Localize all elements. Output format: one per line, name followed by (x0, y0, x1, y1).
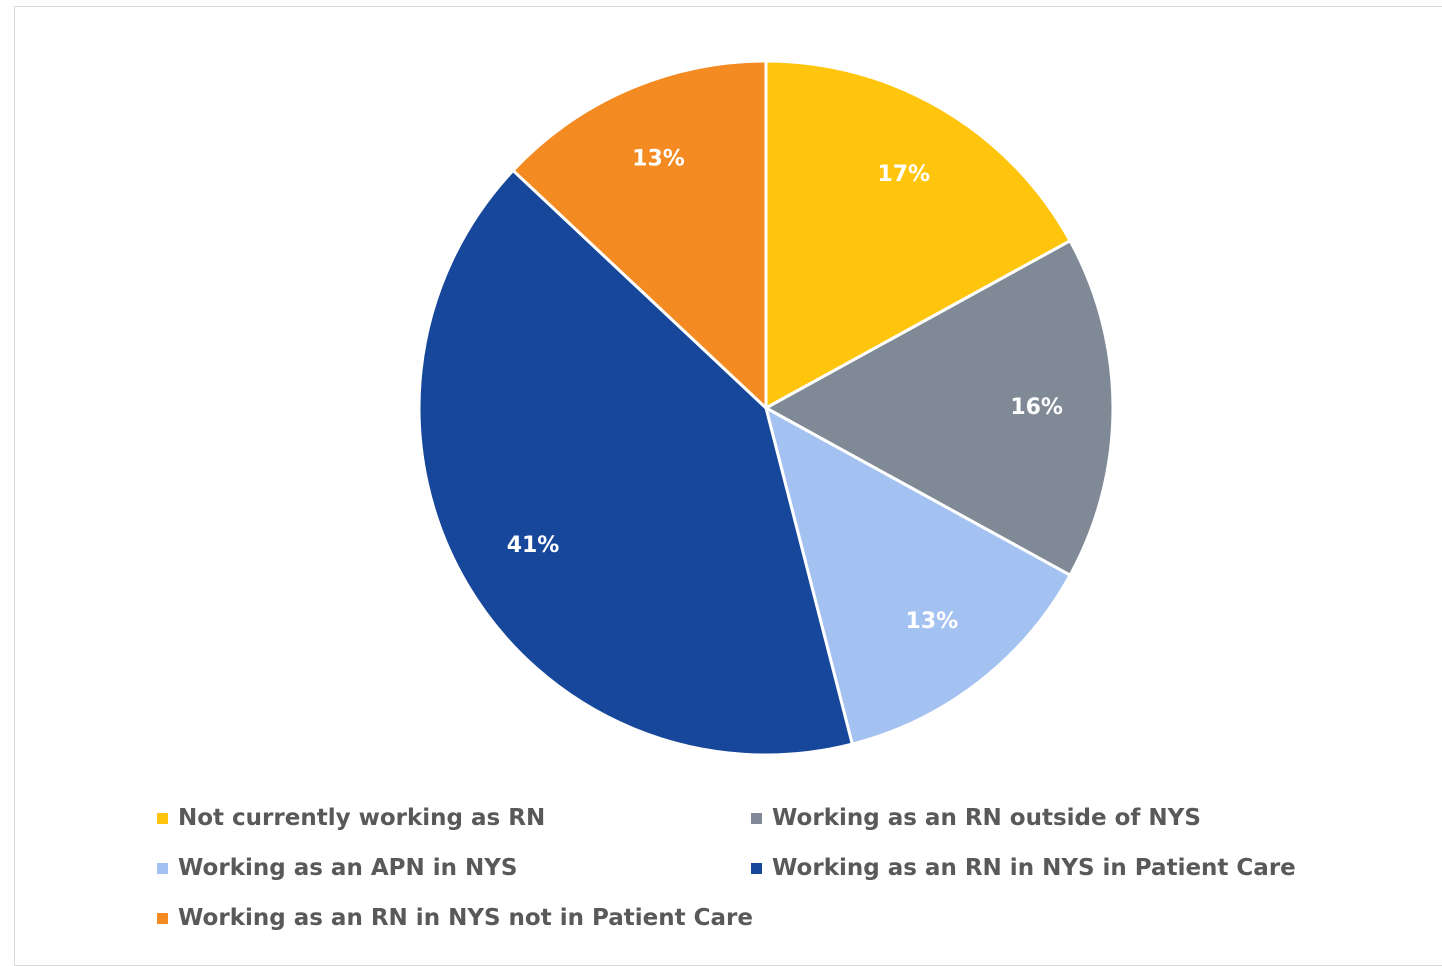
legend-swatch (751, 812, 762, 824)
legend-swatch (157, 812, 168, 824)
data-label-3: 41% (507, 533, 560, 558)
legend-label: Not currently working as RN (178, 805, 546, 831)
legend-item-outside-nys: Working as an RN outside of NYS (751, 800, 1351, 836)
pie-slice-2 (764, 406, 1072, 746)
data-label-4: 13% (632, 147, 685, 172)
legend-label: Working as an RN in NYS in Patient Care (772, 855, 1296, 881)
legend-item-nys-patient-care: Working as an RN in NYS in Patient Care (751, 850, 1351, 886)
data-label-2: 13% (906, 609, 959, 634)
pie-slice-3 (417, 168, 854, 757)
legend-swatch (157, 912, 168, 924)
legend-swatch (157, 862, 168, 874)
legend-item-not-working: Not currently working as RN (157, 800, 751, 836)
data-label-1: 16% (1010, 395, 1063, 420)
pie-slice-0 (764, 59, 1072, 410)
legend-label: Working as an RN in NYS not in Patient C… (178, 905, 753, 931)
legend-item-apn-nys: Working as an APN in NYS (157, 850, 751, 886)
legend-label: Working as an RN outside of NYS (772, 805, 1201, 831)
legend-swatch (751, 862, 762, 874)
legend-label: Working as an APN in NYS (178, 855, 518, 881)
legend-item-nys-not-patient-care: Working as an RN in NYS not in Patient C… (157, 900, 753, 936)
data-label-0: 17% (877, 162, 930, 187)
pie-slice-1 (764, 239, 1115, 577)
pie-slice-4 (511, 59, 768, 410)
chart-legend: Not currently working as RN Working as a… (157, 800, 1357, 936)
